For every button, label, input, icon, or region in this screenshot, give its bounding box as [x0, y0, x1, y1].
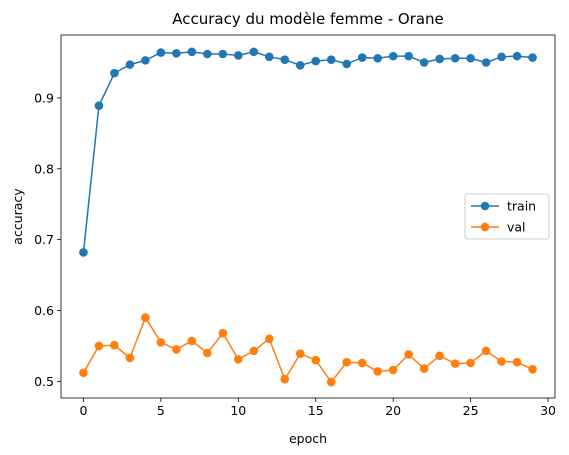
data-point-val — [481, 346, 491, 356]
data-point-train — [404, 51, 413, 61]
data-point-train — [326, 55, 336, 64]
data-point-val — [295, 349, 305, 359]
data-point-train — [528, 53, 537, 62]
data-point-train — [280, 55, 290, 64]
data-point-train — [110, 68, 119, 78]
data-point-val — [125, 353, 135, 363]
data-point-val — [249, 346, 259, 356]
data-point-train — [141, 56, 150, 65]
data-point-train — [481, 58, 491, 67]
data-point-train — [435, 54, 444, 64]
data-point-train — [125, 60, 135, 69]
data-point-val — [435, 351, 444, 361]
data-point-val — [419, 364, 429, 373]
data-point-val — [141, 313, 150, 322]
data-point-train — [512, 51, 522, 61]
data-point-val — [311, 355, 321, 365]
data-point-val — [280, 374, 290, 384]
y-tick-label: 0.7 — [34, 232, 54, 247]
data-point-val — [187, 336, 197, 346]
data-point-train — [264, 52, 274, 62]
data-point-val — [528, 365, 537, 374]
data-point-train — [373, 53, 382, 63]
axes-frame — [60, 34, 556, 399]
data-point-val — [450, 359, 460, 368]
x-tick-label: 10 — [230, 403, 246, 418]
x-tick-label: 15 — [308, 403, 324, 418]
data-point-val — [172, 345, 181, 354]
legend-marker-train — [480, 201, 490, 211]
x-tick-label: 25 — [463, 403, 479, 418]
legend-label-val: val — [507, 220, 526, 235]
data-point-train — [249, 47, 259, 57]
data-point-train — [203, 49, 212, 59]
data-point-val — [497, 357, 506, 366]
x-tick-label: 30 — [540, 403, 556, 418]
data-point-val — [79, 368, 88, 378]
data-point-val — [326, 377, 336, 387]
data-point-train — [450, 53, 460, 63]
data-point-train — [342, 59, 352, 69]
y-tick-label: 0.9 — [34, 90, 54, 105]
y-axis-label: accuracy — [10, 188, 25, 245]
data-point-train — [172, 48, 181, 58]
data-point-train — [388, 51, 398, 61]
x-tick-label: 0 — [79, 403, 87, 418]
data-point-val — [342, 357, 352, 367]
y-tick-label: 0.8 — [34, 161, 54, 176]
data-point-train — [234, 51, 243, 60]
data-point-val — [357, 358, 367, 368]
series-line-val — [82, 316, 533, 383]
data-point-val — [264, 334, 274, 344]
data-point-val — [404, 350, 413, 359]
data-point-val — [388, 365, 398, 375]
data-point-train — [79, 248, 88, 257]
data-point-train — [295, 61, 305, 70]
data-point-train — [419, 58, 429, 67]
legend-label-train: train — [507, 199, 536, 214]
data-point-train — [357, 53, 367, 62]
y-tick-label: 0.6 — [34, 303, 54, 318]
data-point-train — [94, 101, 104, 111]
x-tick-label: 5 — [157, 403, 165, 418]
chart-title: Accuracy du modèle femme - Orane — [172, 10, 444, 28]
data-point-val — [373, 367, 382, 376]
data-point-val — [94, 341, 104, 351]
legend: train val — [464, 193, 550, 240]
data-point-train — [497, 52, 506, 62]
data-point-val — [203, 348, 212, 358]
data-point-val — [218, 328, 228, 338]
data-point-val — [156, 338, 166, 347]
data-point-val — [234, 355, 243, 364]
data-point-train — [466, 53, 475, 63]
data-point-train — [218, 49, 228, 59]
y-tick-label: 0.5 — [34, 374, 54, 389]
plot-area: 0 5 10 15 20 25 30 0.5 0.6 0.7 0.8 0.9 — [34, 34, 556, 418]
data-point-train — [156, 48, 166, 57]
legend-marker-val — [480, 222, 490, 232]
x-tick-label: 20 — [385, 403, 401, 418]
data-point-val — [466, 358, 475, 368]
data-point-val — [512, 357, 522, 367]
data-point-train — [311, 56, 321, 66]
x-axis-label: epoch — [289, 431, 327, 446]
data-point-val — [110, 340, 119, 350]
data-point-train — [187, 47, 197, 57]
